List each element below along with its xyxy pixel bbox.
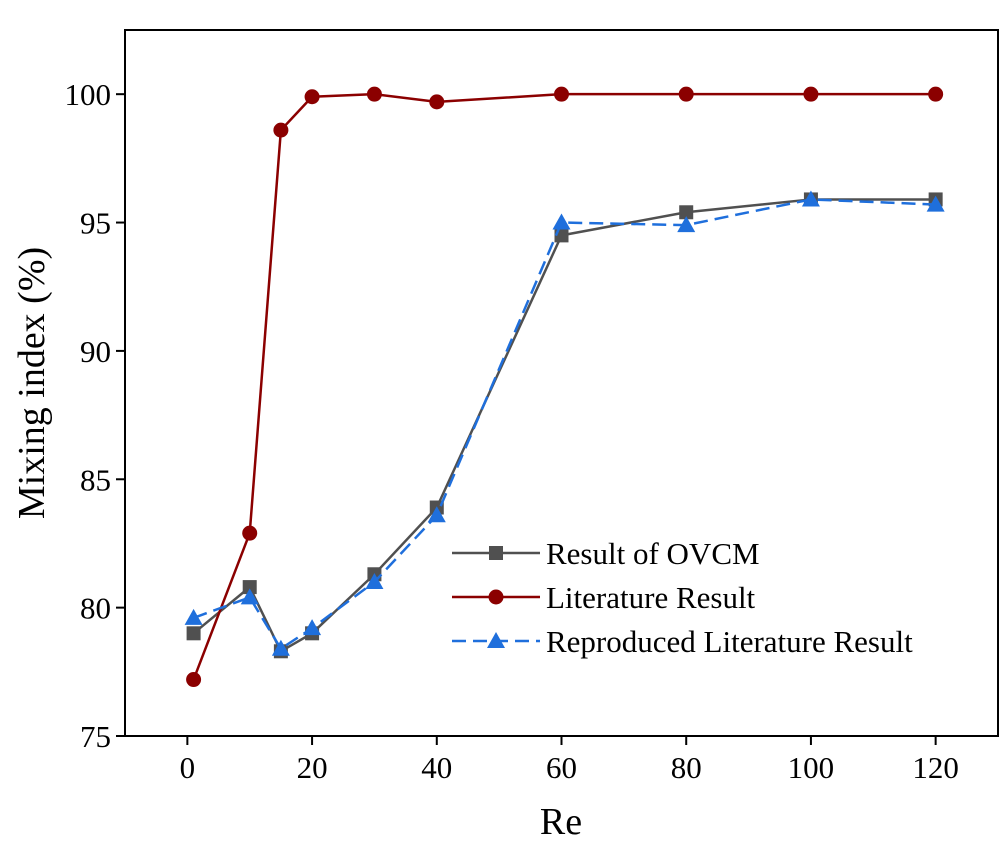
- data-point: [186, 626, 201, 641]
- series-circle: [186, 86, 944, 688]
- legend-label: Literature Result: [546, 580, 756, 615]
- data-point: [926, 195, 945, 212]
- data-point: [242, 525, 258, 541]
- y-tick-label: 85: [80, 462, 111, 497]
- x-tick-label: 0: [180, 750, 196, 785]
- x-axis-ticks: 0 20 40 60 80 100 120: [180, 736, 959, 785]
- y-tick-label: 80: [80, 591, 111, 626]
- data-point: [928, 86, 944, 102]
- y-tick-label: 95: [80, 206, 111, 241]
- legend-marker: [488, 589, 504, 605]
- y-tick-label: 100: [65, 77, 112, 112]
- data-point: [366, 86, 382, 102]
- data-point: [273, 122, 289, 138]
- series-triangle: [184, 190, 945, 656]
- data-point: [803, 86, 819, 102]
- series-line: [193, 198, 936, 650]
- series-line: [192, 198, 936, 653]
- x-tick-label: 60: [546, 750, 577, 785]
- legend-marker: [487, 632, 505, 648]
- data-point: [679, 205, 694, 220]
- x-tick-label: 80: [671, 750, 702, 785]
- x-tick-label: 120: [912, 750, 959, 785]
- y-axis-ticks: 75 80 85 90 95 100: [65, 77, 125, 754]
- data-point: [242, 580, 257, 595]
- x-tick-label: 40: [421, 750, 452, 785]
- legend-item: Literature Result: [452, 580, 756, 615]
- data-point: [303, 619, 322, 636]
- legend-item: Reproduced Literature Result: [452, 624, 913, 659]
- data-point: [240, 588, 259, 605]
- legend: Result of OVCM Literature Result Reproduce…: [452, 536, 913, 659]
- data-point: [427, 506, 446, 523]
- data-point: [801, 190, 820, 207]
- data-point: [554, 86, 569, 102]
- legend-label: Reproduced Literature Result: [546, 624, 913, 659]
- series-line: [192, 92, 936, 680]
- legend-item: Result of OVCM: [452, 536, 760, 571]
- data-point: [186, 672, 202, 688]
- y-axis-label: Mixing index (%): [11, 247, 53, 519]
- data-point: [677, 216, 696, 233]
- data-point: [678, 86, 694, 102]
- series-layer: [184, 86, 945, 688]
- data-point: [184, 608, 203, 625]
- x-tick-label: 100: [788, 750, 835, 785]
- data-point: [552, 213, 571, 230]
- legend-marker: [489, 546, 503, 560]
- data-point: [429, 94, 445, 110]
- x-axis-label: Re: [540, 801, 582, 843]
- data-point: [365, 572, 384, 589]
- y-tick-label: 75: [80, 719, 111, 754]
- data-point: [304, 89, 320, 105]
- x-tick-label: 20: [297, 750, 328, 785]
- data-point: [271, 639, 290, 656]
- legend-label: Result of OVCM: [546, 536, 760, 571]
- y-tick-label: 90: [80, 334, 111, 369]
